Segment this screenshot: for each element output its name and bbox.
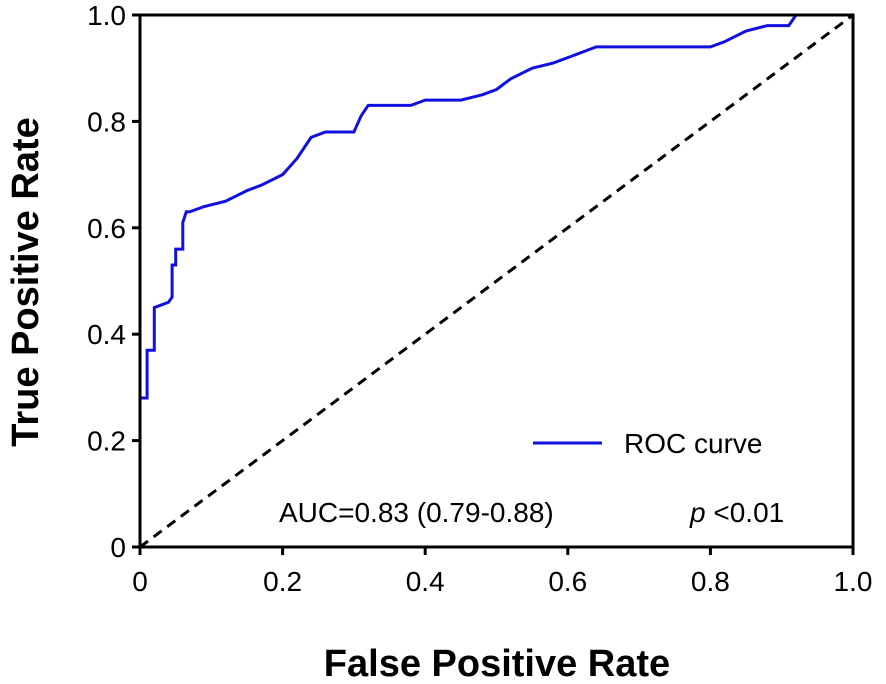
legend-label-roc: ROC curve [624, 428, 762, 459]
p-value: <0.01 [713, 497, 784, 528]
auc-annotation: AUC=0.83 (0.79-0.88) p <0.01 [279, 497, 784, 528]
x-tick-label: 1.0 [834, 566, 873, 597]
x-tick-label: 0.6 [548, 566, 587, 597]
y-tick-label: 0 [110, 532, 126, 563]
plot-frame [138, 13, 855, 549]
x-axis-title: False Positive Rate [324, 643, 670, 684]
x-tick-label: 0.8 [691, 566, 730, 597]
reference-diagonal-line [139, 13, 854, 549]
x-tick-label: 0.2 [263, 566, 302, 597]
y-tick-label: 0.8 [87, 106, 126, 137]
legend: ROC curve [533, 428, 762, 459]
roc-curve-line [138, 13, 853, 547]
axis-tick-labels: 0 0.2 0.4 0.6 0.8 1.0 0 0.2 0.4 0.6 0.8 1.0 [87, 0, 872, 597]
p-symbol: p [689, 497, 706, 528]
y-tick-label: 0.2 [87, 426, 126, 457]
y-tick-label: 0.4 [87, 319, 126, 350]
y-tick-label: 1.0 [87, 0, 126, 31]
y-axis-title: True Positive Rate [5, 117, 47, 446]
auc-text: AUC=0.83 (0.79-0.88) [279, 497, 554, 528]
y-tick-label: 0.6 [87, 213, 126, 244]
x-tick-label: 0.4 [406, 566, 445, 597]
x-tick-label: 0 [132, 566, 148, 597]
